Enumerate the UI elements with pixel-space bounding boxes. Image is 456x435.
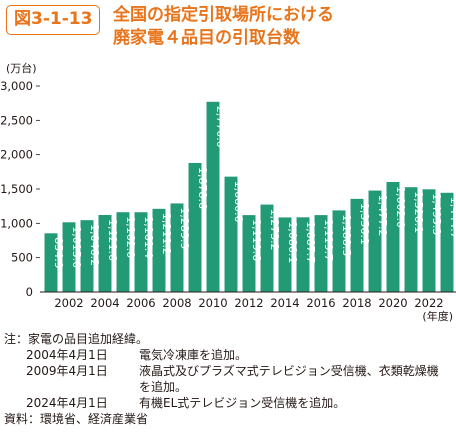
x-tick-label: 2016	[306, 296, 335, 310]
note-text: 有機EL式テレビジョン受信機を追加。	[139, 396, 346, 410]
bar-value-label: 1,161.4	[142, 216, 155, 258]
bar	[62, 222, 76, 292]
bar-value-label: 1,119.7	[322, 219, 335, 261]
bar-value-label: 854.9	[52, 237, 65, 269]
notes-heading: 注：家電の品目追加経緯。	[4, 332, 149, 346]
x-tick-label: 2018	[342, 296, 371, 310]
bar-value-label: 1,188.5	[340, 214, 353, 256]
y-tick-label: 1,500	[0, 182, 33, 196]
y-tick-label: 1,000	[0, 216, 33, 230]
bar-value-label: 1,477.2	[376, 195, 389, 237]
bar	[170, 203, 184, 292]
bar-value-label: 1,015.0	[70, 226, 83, 268]
bar	[422, 189, 436, 292]
bar-value-label: 1,602.0	[394, 186, 407, 228]
bar-value-label: 1,162.0	[124, 216, 137, 258]
bar	[98, 214, 112, 292]
bar	[116, 212, 130, 292]
x-tick-label: 2020	[378, 296, 407, 310]
note-text: 電気冷凍庫を追加。	[139, 348, 248, 362]
y-tick-label: 500	[11, 251, 33, 265]
figure-label: 図3-1-13	[6, 5, 101, 35]
note-date: 2024年4月1日	[26, 396, 108, 410]
source-note: 資料：環境省、経済産業省	[4, 412, 149, 426]
bar	[350, 198, 364, 292]
y-unit-label: (万台)	[6, 61, 37, 75]
bar	[260, 204, 274, 292]
bar-value-label: 1,119.6	[250, 219, 263, 261]
y-tick-label: 0	[26, 285, 33, 299]
y-axis: 0 500 1,000 1,500 2,000 2,500 3,000	[0, 79, 40, 299]
note-entry: 2009年4月1日 液晶式及びプラズマ式テレビジョン受信機、衣類乾燥機	[4, 363, 439, 379]
bar-value-label: 1,444.7	[448, 197, 456, 239]
note-continuation: を追加。	[139, 380, 188, 394]
x-tick-label: 2008	[162, 296, 191, 310]
x-tick-label: 2014	[270, 296, 299, 310]
x-tick-label: 2002	[54, 296, 83, 310]
y-tick-label: 2,500	[0, 113, 33, 127]
bar	[242, 215, 256, 292]
note-text: 液晶式及びプラズマ式テレビジョン受信機、衣類乾燥機	[139, 364, 439, 378]
bar	[188, 163, 202, 292]
x-tick-label: 2006	[126, 296, 155, 310]
bar	[440, 192, 454, 292]
bar-value-label: 1,526.1	[412, 191, 425, 233]
bar-value-label: 1,273.2	[268, 209, 281, 251]
bar-value-label: 1,356.1	[358, 203, 371, 245]
bars-group	[44, 101, 454, 292]
x-unit-label: (年度)	[422, 309, 453, 323]
bar	[44, 233, 58, 292]
bar	[134, 212, 148, 292]
y-tick-label: 2,000	[0, 148, 33, 162]
note-entry: 2004年4月1日 電気冷凍庫を追加。	[4, 347, 439, 363]
bar-value-label: 1,086.1	[286, 221, 299, 263]
bar-value-label: 1,289.9	[178, 207, 191, 249]
bar	[80, 220, 94, 292]
bar	[332, 210, 346, 292]
bar-value-label: 1,087.7	[304, 221, 317, 263]
y-tick-label: 3,000	[0, 79, 33, 93]
x-tick-label: 2004	[90, 296, 119, 310]
note-entry: 2024年4月1日 有機EL式テレビジョン受信機を追加。	[4, 395, 439, 411]
bar-value-label: 1,046.2	[88, 224, 101, 266]
figure-title-line-2: 廃家電４品目の引取台数	[113, 28, 300, 48]
note-date: 2004年4月1日	[26, 348, 108, 362]
bar	[206, 101, 220, 292]
bar-value-label: 1,878.6	[196, 167, 209, 209]
bar-value-label: 2,770.0	[214, 106, 227, 148]
bar	[314, 215, 328, 292]
bar	[296, 217, 310, 292]
bar	[278, 217, 292, 292]
bar	[404, 187, 418, 292]
x-axis: 2002 2004 2006 2008 2010 2012 2014 2016 2018 2020…	[40, 291, 456, 310]
bar-value-label: 1,495.3	[430, 193, 443, 235]
bar	[224, 176, 238, 292]
bar-value-label: 1,121.6	[106, 219, 119, 261]
bar-value-label: 1,211.2	[160, 213, 173, 255]
bar	[386, 181, 400, 292]
figure-title: 全国の指定引取場所における 廃家電４品目の引取台数	[113, 4, 334, 50]
x-tick-label: 2022	[414, 296, 443, 310]
bar	[152, 208, 166, 292]
figure-title-line-1: 全国の指定引取場所における	[113, 5, 334, 25]
bar-chart: (万台) 0 500 1,000 1,500 2,000 2,500 3,000 854.9…	[0, 61, 456, 323]
bar	[368, 190, 382, 292]
notes-section: 注：家電の品目追加経緯。 2004年4月1日 電気冷凍庫を追加。 2009年4月…	[4, 331, 439, 427]
bar-labels-group: 854.9 1,015.0 1,046.2 1,121.6 1,162.0 1,161.4…	[52, 106, 456, 269]
x-tick-label: 2012	[234, 296, 263, 310]
note-date: 2009年4月1日	[26, 364, 108, 378]
bar-value-label: 1,680.0	[232, 181, 245, 223]
x-tick-label: 2010	[198, 296, 227, 310]
